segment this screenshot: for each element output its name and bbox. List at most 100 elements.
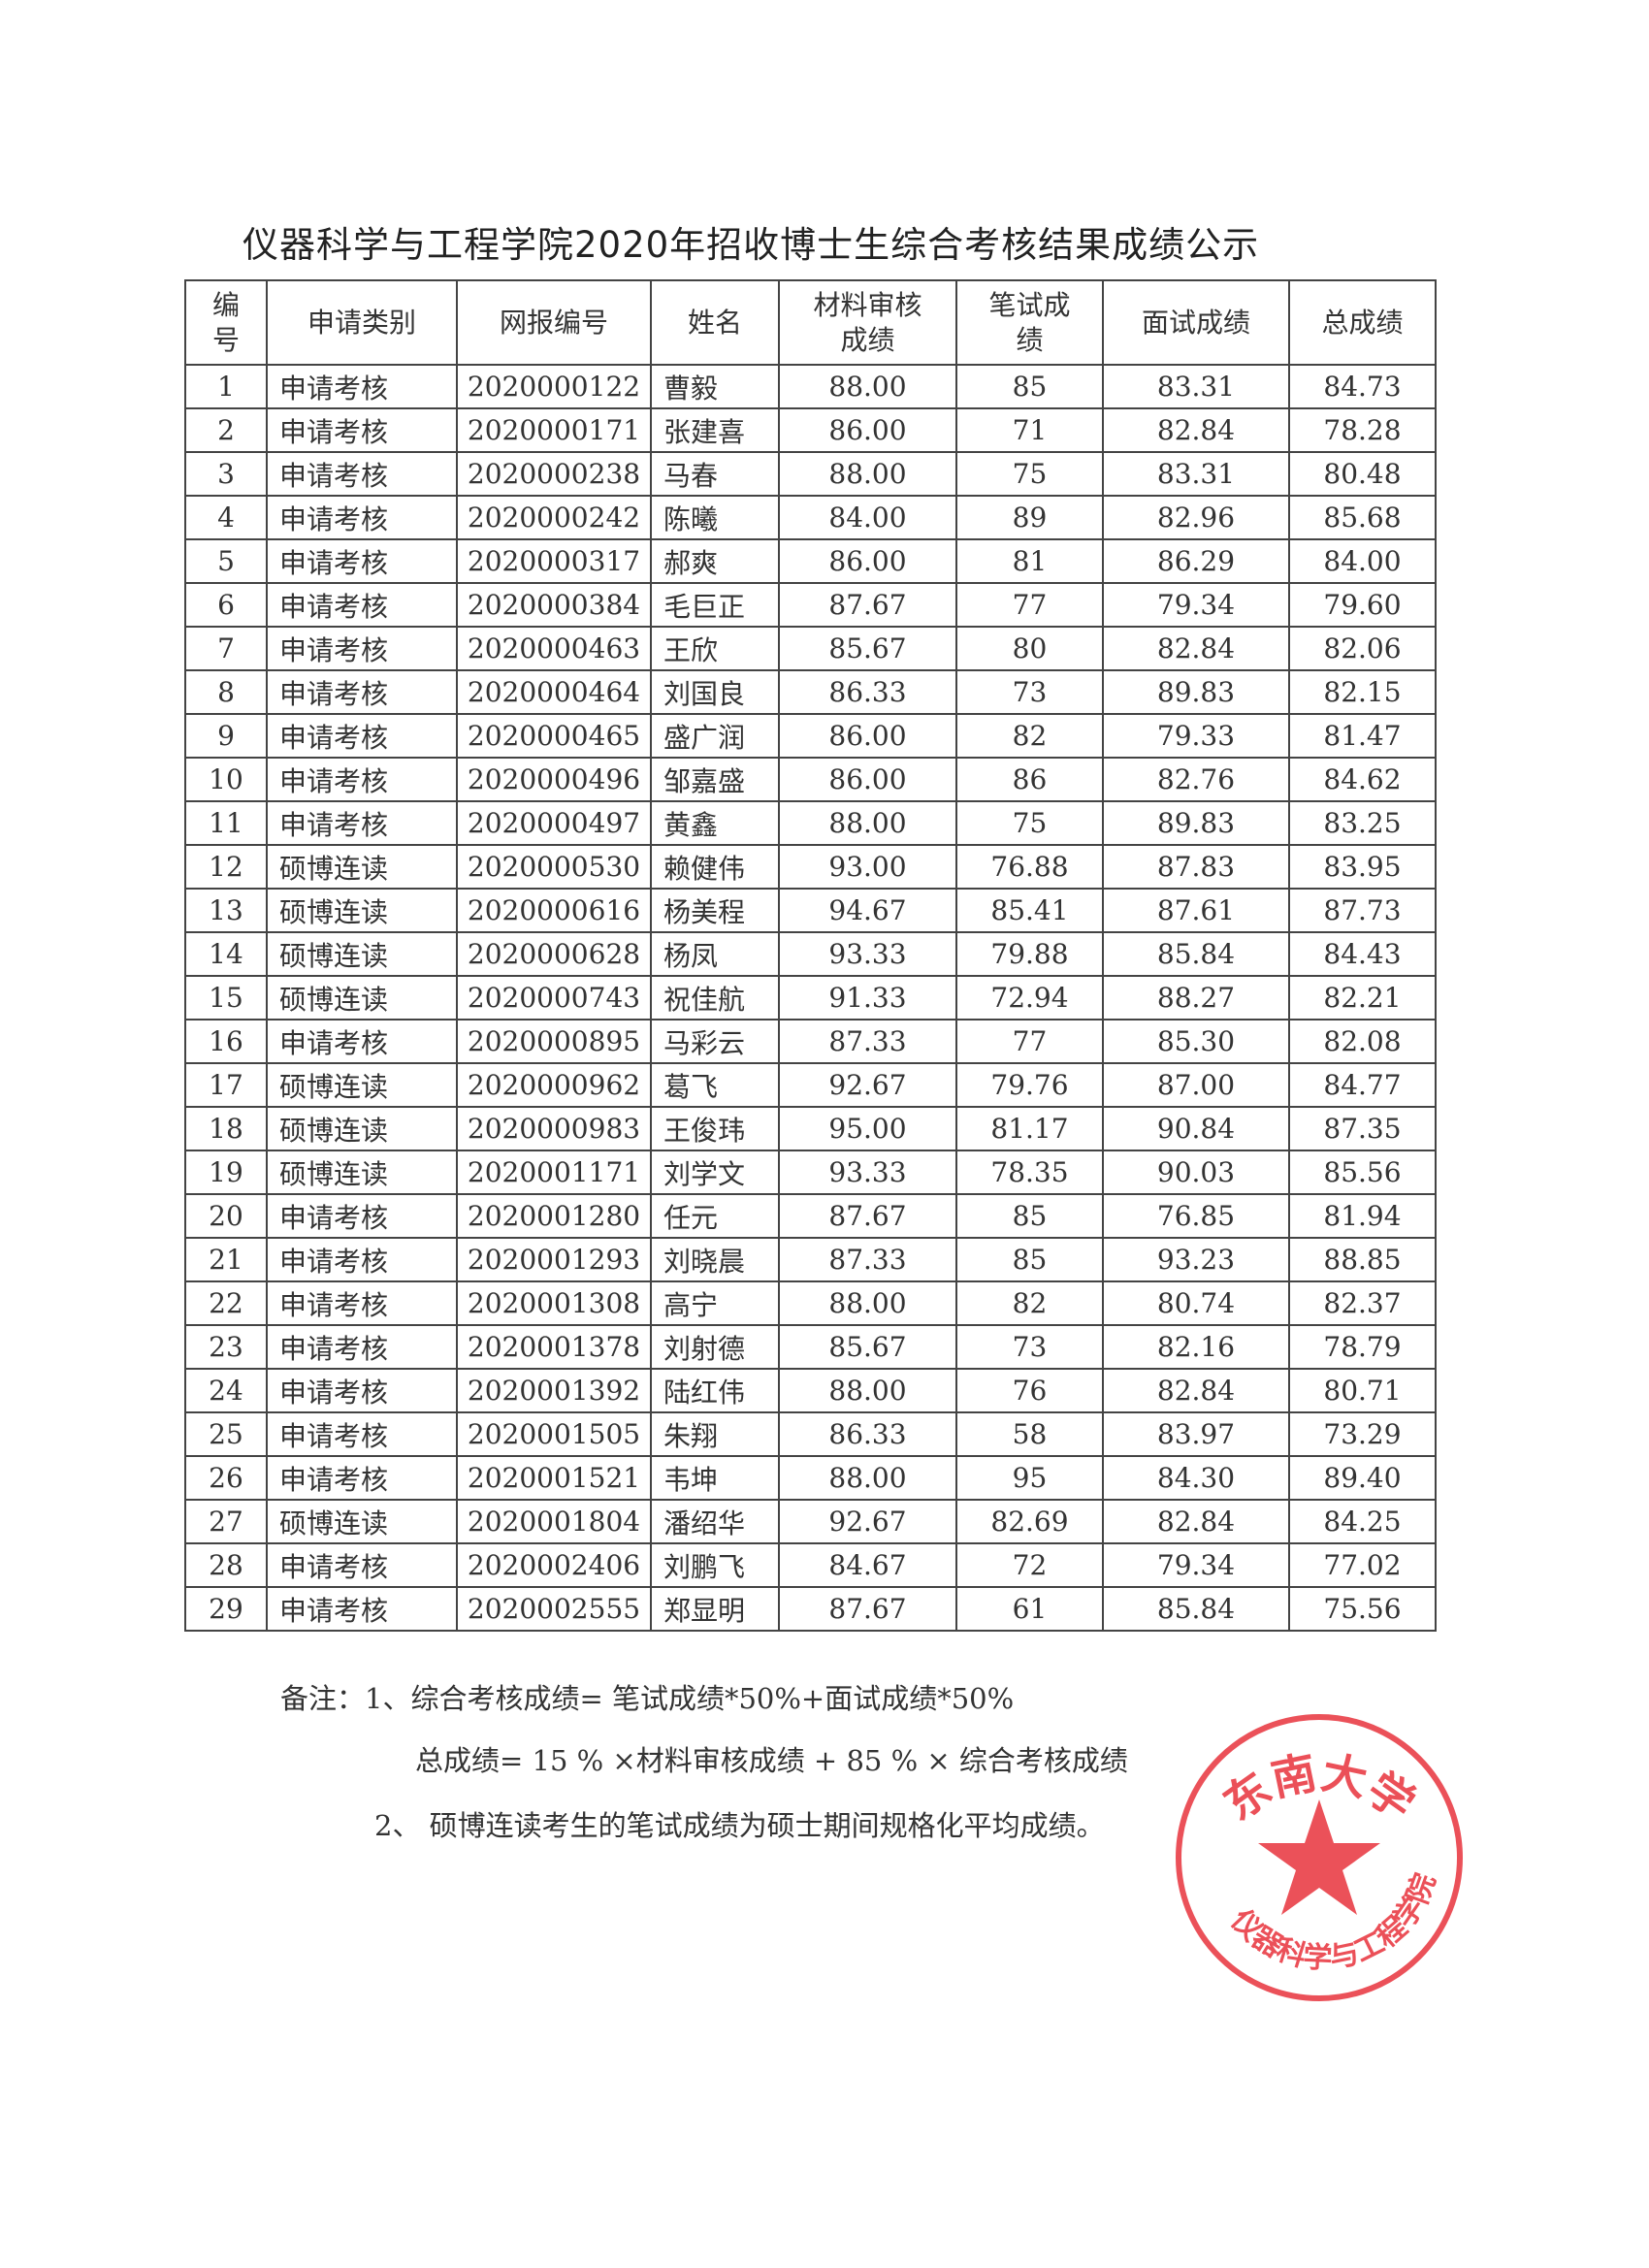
application-type: 申请考核 <box>266 713 458 759</box>
application-type: 申请考核 <box>266 1019 458 1064</box>
table-row: 18 硕博连读 2020000983 王俊玮 95.00 81.17 90.84 87.35 <box>184 1106 1437 1151</box>
interview-score: 87.61 <box>1102 888 1290 933</box>
application-type: 硕博连读 <box>266 1150 458 1195</box>
total-score: 89.40 <box>1288 1455 1437 1501</box>
table-row: 13 硕博连读 2020000616 杨美程 94.67 85.41 87.61 87.73 <box>184 888 1437 933</box>
application-type: 申请考核 <box>266 1455 458 1501</box>
column-header: 姓名 <box>650 279 780 366</box>
row-number: 4 <box>184 495 268 540</box>
application-type: 硕博连读 <box>266 931 458 977</box>
student-name: 刘鹏飞 <box>650 1542 780 1588</box>
registration-id: 2020000465 <box>456 713 652 759</box>
material-score: 87.67 <box>778 1586 957 1632</box>
total-score: 81.94 <box>1288 1193 1437 1239</box>
interview-score: 85.84 <box>1102 1586 1290 1632</box>
total-score: 80.48 <box>1288 451 1437 497</box>
total-score: 84.77 <box>1288 1062 1437 1108</box>
total-score: 84.43 <box>1288 931 1437 977</box>
student-name: 潘绍华 <box>650 1499 780 1544</box>
registration-id: 2020000496 <box>456 757 652 802</box>
application-type: 硕博连读 <box>266 888 458 933</box>
interview-score: 86.29 <box>1102 538 1290 584</box>
total-score: 82.06 <box>1288 626 1437 671</box>
interview-score: 82.84 <box>1102 626 1290 671</box>
total-score: 82.15 <box>1288 669 1437 715</box>
student-name: 王俊玮 <box>650 1106 780 1151</box>
total-score: 82.37 <box>1288 1280 1437 1326</box>
written-score: 81.17 <box>955 1106 1104 1151</box>
table-row: 26 申请考核 2020001521 韦坤 88.00 95 84.30 89.40 <box>184 1455 1437 1501</box>
star-icon <box>1258 1799 1380 1915</box>
total-score: 78.28 <box>1288 407 1437 453</box>
registration-id: 2020001280 <box>456 1193 652 1239</box>
interview-score: 82.96 <box>1102 495 1290 540</box>
row-number: 14 <box>184 931 268 977</box>
student-name: 刘射德 <box>650 1324 780 1370</box>
table-row: 4 申请考核 2020000242 陈曦 84.00 89 82.96 85.68 <box>184 495 1437 540</box>
student-name: 盛广润 <box>650 713 780 759</box>
registration-id: 2020000238 <box>456 451 652 497</box>
material-score: 87.33 <box>778 1019 957 1064</box>
student-name: 杨凤 <box>650 931 780 977</box>
row-number: 6 <box>184 582 268 628</box>
written-score: 80 <box>955 626 1104 671</box>
application-type: 硕博连读 <box>266 1106 458 1151</box>
total-score: 88.85 <box>1288 1237 1437 1282</box>
student-name: 黄鑫 <box>650 800 780 846</box>
row-number: 20 <box>184 1193 268 1239</box>
table-row: 10 申请考核 2020000496 邹嘉盛 86.00 86 82.76 84.62 <box>184 757 1437 802</box>
total-score: 79.60 <box>1288 582 1437 628</box>
row-number: 1 <box>184 364 268 409</box>
interview-score: 80.74 <box>1102 1280 1290 1326</box>
application-type: 申请考核 <box>266 1324 458 1370</box>
written-score: 85 <box>955 1193 1104 1239</box>
student-name: 高宁 <box>650 1280 780 1326</box>
row-number: 16 <box>184 1019 268 1064</box>
seal-ring <box>1176 1714 1463 2001</box>
student-name: 邹嘉盛 <box>650 757 780 802</box>
registration-id: 2020002406 <box>456 1542 652 1588</box>
total-score: 81.47 <box>1288 713 1437 759</box>
student-name: 刘晓晨 <box>650 1237 780 1282</box>
row-number: 8 <box>184 669 268 715</box>
student-name: 王欣 <box>650 626 780 671</box>
registration-id: 2020001378 <box>456 1324 652 1370</box>
note-line-3: 2、 硕博连读考生的笔试成绩为硕士期间规格化平均成绩。 <box>374 1809 1105 1842</box>
written-score: 89 <box>955 495 1104 540</box>
written-score: 78.35 <box>955 1150 1104 1195</box>
written-score: 75 <box>955 451 1104 497</box>
written-score: 85 <box>955 364 1104 409</box>
column-header: 申请类别 <box>266 279 458 366</box>
table-row: 5 申请考核 2020000317 郝爽 86.00 81 86.29 84.00 <box>184 538 1437 584</box>
application-type: 申请考核 <box>266 1411 458 1457</box>
student-name: 刘学文 <box>650 1150 780 1195</box>
material-score: 93.00 <box>778 844 957 890</box>
application-type: 申请考核 <box>266 495 458 540</box>
registration-id: 2020000743 <box>456 975 652 1021</box>
written-score: 75 <box>955 800 1104 846</box>
table-row: 20 申请考核 2020001280 任元 87.67 85 76.85 81.94 <box>184 1193 1437 1239</box>
total-score: 85.56 <box>1288 1150 1437 1195</box>
row-number: 17 <box>184 1062 268 1108</box>
note-line-2: 总成绩= 15 % ×材料审核成绩 + 85 % × 综合考核成绩 <box>415 1744 1128 1777</box>
material-score: 86.33 <box>778 1411 957 1457</box>
total-score: 87.35 <box>1288 1106 1437 1151</box>
row-number: 11 <box>184 800 268 846</box>
written-score: 76.88 <box>955 844 1104 890</box>
material-score: 91.33 <box>778 975 957 1021</box>
student-name: 赖健伟 <box>650 844 780 890</box>
table-row: 14 硕博连读 2020000628 杨凤 93.33 79.88 85.84 84.43 <box>184 931 1437 977</box>
interview-score: 79.33 <box>1102 713 1290 759</box>
interview-score: 89.83 <box>1102 669 1290 715</box>
registration-id: 2020000384 <box>456 582 652 628</box>
interview-score: 87.83 <box>1102 844 1290 890</box>
material-score: 87.67 <box>778 582 957 628</box>
material-score: 88.00 <box>778 800 957 846</box>
interview-score: 82.16 <box>1102 1324 1290 1370</box>
page-title: 仪器科学与工程学院2020年招收博士生综合考核结果成绩公示 <box>242 224 1260 266</box>
registration-id: 2020000962 <box>456 1062 652 1108</box>
material-score: 93.33 <box>778 1150 957 1195</box>
table-row: 25 申请考核 2020001505 朱翔 86.33 58 83.97 73.29 <box>184 1411 1437 1457</box>
registration-id: 2020002555 <box>456 1586 652 1632</box>
table-row: 6 申请考核 2020000384 毛巨正 87.67 77 79.34 79.60 <box>184 582 1437 628</box>
